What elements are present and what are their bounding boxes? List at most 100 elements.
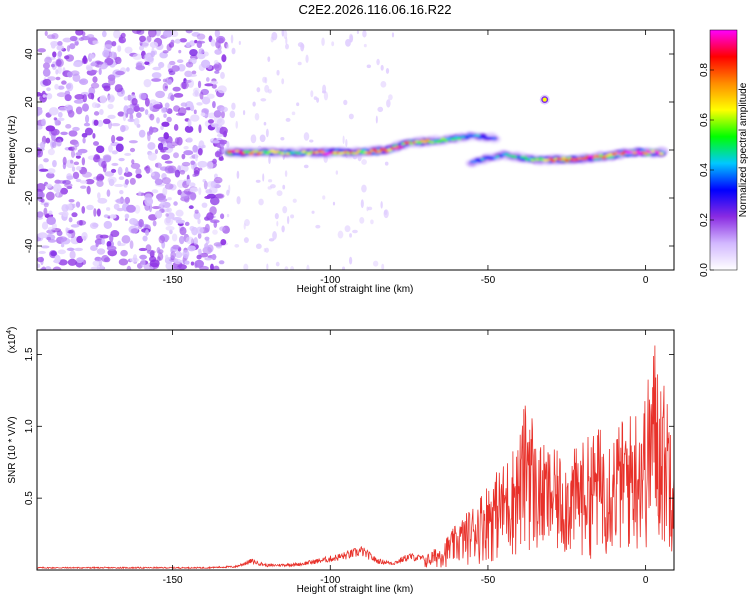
noise-blob [71, 212, 78, 218]
noise-blob [190, 160, 196, 166]
snr-frame [36, 329, 675, 571]
noise-blob [111, 162, 119, 167]
spectrogram-y-axis-label: Frequency (Hz) [7, 116, 18, 185]
noise-blob [37, 182, 46, 192]
ridge-cell [475, 134, 481, 137]
noise-blob [203, 51, 209, 57]
noise-blob [138, 247, 148, 252]
noise-blob [135, 65, 146, 71]
noise-blob [37, 256, 45, 263]
sparse-blob [331, 41, 335, 47]
noise-blob [138, 219, 144, 228]
noise-blob [92, 133, 96, 139]
noise-blob [175, 112, 186, 116]
sparse-blob [243, 237, 249, 244]
noise-blob [165, 216, 171, 224]
noise-blob [178, 49, 182, 54]
noise-blob [204, 195, 212, 200]
noise-blob [215, 193, 225, 199]
sparse-blob [255, 243, 262, 250]
noise-blob [93, 111, 100, 116]
noise-blob [198, 48, 205, 55]
ridge-cell [422, 140, 428, 144]
noise-blob [48, 210, 53, 216]
noise-blob [81, 56, 88, 65]
noise-blob [56, 92, 67, 98]
noise-blob [147, 142, 156, 150]
noise-blob [73, 99, 84, 104]
sparse-blob [238, 40, 241, 45]
noise-blob [57, 236, 68, 242]
noise-blob [117, 166, 123, 176]
noise-blob [174, 137, 180, 144]
noise-blob [147, 152, 157, 161]
noise-blob [96, 179, 104, 188]
sparse-blob [254, 112, 260, 121]
noise-blob [198, 187, 202, 195]
spectrogram-x-ticks: -150 -100 -50 0 [163, 30, 649, 286]
sparse-blob [292, 198, 297, 203]
lower-ridge [465, 146, 669, 168]
sparse-blob [290, 266, 295, 270]
noise-blob [103, 44, 113, 49]
noise-blob [104, 171, 115, 177]
noise-blob [46, 216, 56, 225]
noise-blob [107, 176, 117, 184]
sparse-blob [283, 30, 288, 39]
noise-blob [189, 187, 199, 193]
noise-blob [220, 71, 225, 80]
noise-blob [75, 201, 81, 208]
noise-blob [81, 231, 88, 241]
noise-blob [184, 260, 190, 265]
noise-blob [37, 263, 41, 269]
noise-blob [109, 214, 117, 219]
noise-blob [185, 42, 191, 48]
noise-blob [57, 65, 62, 75]
ridge-cell [561, 156, 567, 160]
noise-blob [149, 266, 154, 270]
ridge-cell [366, 151, 372, 155]
noise-blob [158, 235, 165, 244]
noise-blob [166, 116, 172, 123]
snr-line [37, 345, 674, 570]
sparse-blob [305, 54, 309, 64]
noise-blob [67, 109, 75, 118]
noise-blob [221, 54, 227, 63]
noise-blob [98, 67, 102, 76]
noise-blob [197, 218, 201, 225]
sparse-blob [234, 243, 240, 248]
noise-blob [184, 221, 190, 226]
sparse-blob [309, 139, 314, 143]
noise-blob [194, 39, 198, 44]
noise-blob [195, 226, 204, 235]
noise-blob [118, 36, 127, 44]
noise-blob [184, 125, 194, 133]
noise-blob [185, 61, 194, 68]
sparse-blob [384, 161, 389, 166]
noise-blob [75, 106, 83, 115]
sparse-blob [264, 76, 268, 84]
noise-blob [111, 134, 116, 144]
noise-blob [60, 243, 65, 248]
ridge-cell [425, 138, 430, 142]
noise-blob [179, 226, 187, 236]
noise-blob [148, 126, 154, 135]
noise-blob [186, 179, 190, 186]
noise-blob [189, 48, 198, 57]
noise-blob [89, 69, 98, 74]
sparse-blob [267, 179, 273, 183]
noise-blob [67, 258, 77, 266]
noise-blob [129, 147, 136, 153]
noise-blob [204, 223, 210, 233]
noise-blob [119, 189, 124, 195]
sparse-blob [380, 201, 383, 209]
noise-blob [197, 232, 202, 239]
noise-blob [47, 168, 56, 174]
noise-blob [138, 129, 146, 138]
ridge-cell [658, 152, 664, 156]
sparse-blob [272, 231, 277, 240]
noise-blob [46, 34, 56, 40]
sparse-blob [380, 64, 384, 71]
x-tick-label: 0 [643, 275, 649, 286]
noise-blob [75, 178, 82, 183]
